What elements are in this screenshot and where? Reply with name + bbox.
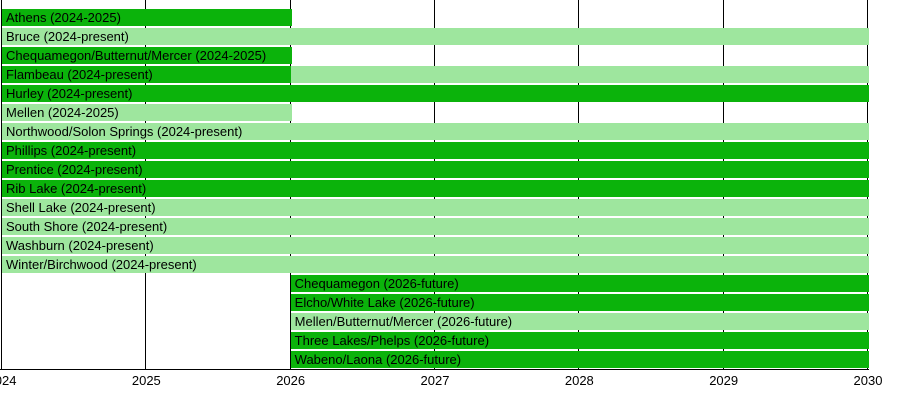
timeline-bar-row-1: Athens (2024-2025) <box>2 9 292 26</box>
x-tick-label-2027: 2027 <box>420 373 450 388</box>
timeline-bar-row-17: Mellen/Butternut/Mercer (2026-future) <box>290 313 869 330</box>
timeline-bar-row-3: Chequamegon/Butternut/Mercer (2024-2025) <box>2 47 292 64</box>
bar-label: Washburn (2024-present) <box>6 238 154 253</box>
timeline-bar-row-12: South Shore (2024-present) <box>2 218 869 235</box>
x-tick-label-2024: 2024 <box>0 373 17 388</box>
x-tick-label-2029: 2029 <box>709 373 739 388</box>
timeline-bar-row-13: Washburn (2024-present) <box>2 237 869 254</box>
timeline-bar-row-6: Mellen (2024-2025) <box>2 104 292 121</box>
bar-label: Bruce (2024-present) <box>6 29 129 44</box>
bar-label: Flambeau (2024-present) <box>6 67 153 82</box>
bar-label: Chequamegon/Butternut/Mercer (2024-2025) <box>6 48 267 63</box>
timeline-bar-row-8: Phillips (2024-present) <box>2 142 869 159</box>
bar-label: Mellen/Butternut/Mercer (2026-future) <box>294 314 513 329</box>
timeline-bar-row-16: Elcho/White Lake (2026-future) <box>290 294 869 311</box>
x-tick-label-2025: 2025 <box>131 373 161 388</box>
bar-label: Winter/Birchwood (2024-present) <box>6 257 197 272</box>
timeline-bar-row-10: Rib Lake (2024-present) <box>2 180 869 197</box>
gridline-2024 <box>1 0 2 369</box>
timeline-bar-row-15: Chequamegon (2026-future) <box>290 275 869 292</box>
bar-label: Rib Lake (2024-present) <box>6 181 147 196</box>
timeline-bar-row-9: Prentice (2024-present) <box>2 161 869 178</box>
bar-label: Elcho/White Lake (2026-future) <box>294 295 475 310</box>
timeline-bar-row-18: Three Lakes/Phelps (2026-future) <box>290 332 869 349</box>
timeline-bar-row-11: Shell Lake (2024-present) <box>2 199 869 216</box>
timeline-bar-row-2: Bruce (2024-present) <box>2 28 869 45</box>
x-tick-label-2030: 2030 <box>853 373 883 388</box>
bar-label: Northwood/Solon Springs (2024-present) <box>6 124 243 139</box>
bar-label: Three Lakes/Phelps (2026-future) <box>294 333 490 348</box>
bar-label: Shell Lake (2024-present) <box>6 200 156 215</box>
bar-label: Chequamegon (2026-future) <box>294 276 459 291</box>
x-axis-line <box>0 369 869 370</box>
bar-label: Phillips (2024-present) <box>6 143 137 158</box>
x-tick-label-2026: 2026 <box>276 373 306 388</box>
timeline-bar-row-4-seg-1: Flambeau (2024-present) <box>2 66 292 83</box>
bar-label: Prentice (2024-present) <box>6 162 143 177</box>
bar-label: South Shore (2024-present) <box>6 219 168 234</box>
timeline-bar-row-19: Wabeno/Laona (2026-future) <box>290 351 869 368</box>
timeline-bar-row-4-seg-2 <box>290 66 869 83</box>
bar-label: Wabeno/Laona (2026-future) <box>294 352 462 367</box>
bar-label: Mellen (2024-2025) <box>6 105 119 120</box>
x-tick-label-2028: 2028 <box>564 373 594 388</box>
timeline-bar-row-14: Winter/Birchwood (2024-present) <box>2 256 869 273</box>
timeline-bar-row-5: Hurley (2024-present) <box>2 85 869 102</box>
bar-label: Hurley (2024-present) <box>6 86 133 101</box>
timeline-bar-row-7: Northwood/Solon Springs (2024-present) <box>2 123 869 140</box>
bar-label: Athens (2024-2025) <box>6 10 121 25</box>
